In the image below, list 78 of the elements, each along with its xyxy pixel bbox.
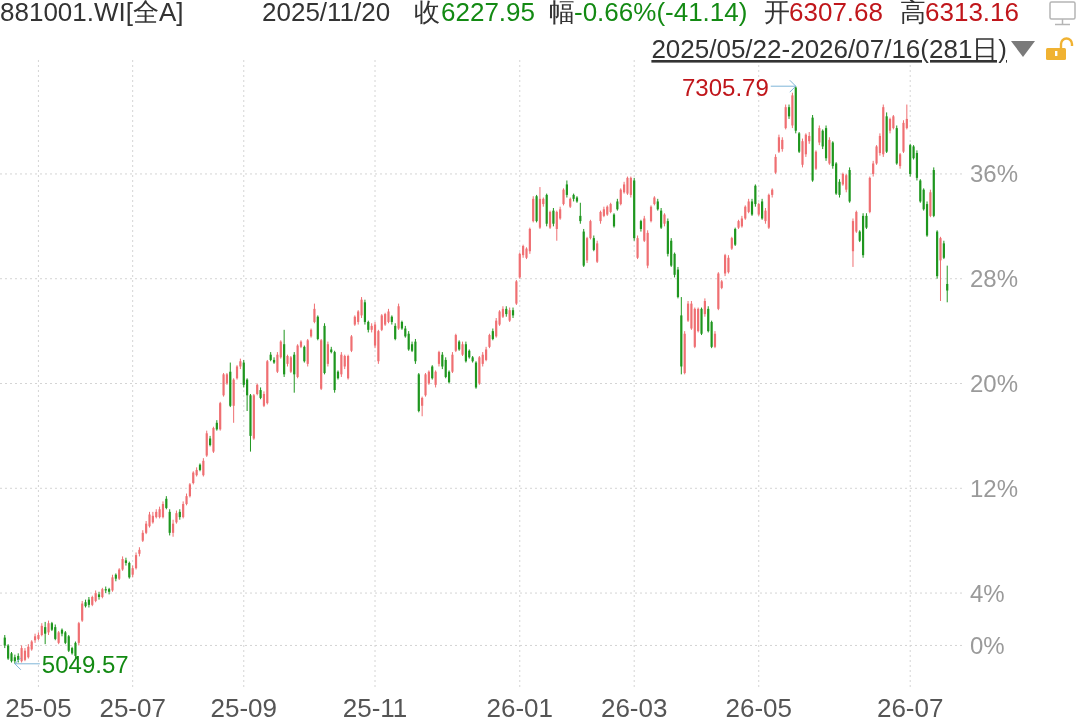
candlestick — [326, 341, 329, 367]
candlestick — [942, 240, 945, 260]
y-tick-label: 20% — [970, 370, 1019, 398]
candlestick — [596, 240, 599, 264]
x-tick-label: 26-03 — [600, 693, 668, 722]
candlestick — [532, 195, 535, 223]
candlestick — [168, 508, 171, 536]
candlestick — [212, 426, 215, 454]
candlestick — [845, 173, 848, 193]
candlestick — [414, 338, 417, 365]
candlestick — [629, 176, 632, 199]
text: -0.66%(-41.14) — [574, 0, 748, 27]
candlestick — [579, 202, 582, 225]
candlestick — [946, 265, 949, 303]
x-tick-label: 26-07 — [876, 693, 944, 722]
candlestick — [727, 254, 730, 274]
candlestick — [515, 279, 518, 306]
candlestick — [555, 210, 558, 242]
y-tick-label: 36% — [970, 160, 1019, 188]
text: 开 — [764, 0, 790, 27]
candlestick — [939, 236, 942, 302]
x-tick-label: 25-07 — [99, 693, 166, 722]
candlestick — [205, 430, 208, 458]
x-tick-label: 25-05 — [5, 693, 72, 722]
candlestick — [552, 207, 555, 227]
candlestick — [798, 131, 801, 154]
candlestick — [77, 621, 80, 646]
candlestick — [929, 189, 932, 218]
candlestick — [919, 178, 922, 204]
candlestick — [306, 338, 309, 367]
candlestick — [454, 333, 457, 353]
candlestick — [511, 307, 515, 319]
annotation: 5049.57 — [41, 651, 129, 679]
candlestick — [390, 314, 393, 326]
text: 2025/11/20 — [262, 0, 391, 27]
annotation: 7305.79 — [682, 73, 769, 101]
candlestick — [313, 303, 316, 324]
candlestick — [818, 124, 821, 146]
text: 6307.68 — [789, 0, 883, 27]
candlestick — [643, 215, 646, 243]
candlestick — [548, 210, 552, 230]
candlestick — [397, 303, 400, 331]
candlestick — [421, 396, 424, 417]
chart-title: 881001.WI[全A] — [0, 0, 184, 27]
candlestick — [703, 297, 706, 318]
candlestick — [528, 227, 531, 255]
candlestick — [723, 253, 727, 277]
candlestick — [44, 621, 47, 645]
y-tick-label: 12% — [970, 474, 1019, 502]
candlestick — [828, 136, 831, 166]
y-tick-label: 28% — [970, 265, 1019, 293]
text: 幅 — [549, 0, 575, 27]
candlestick — [451, 351, 454, 374]
candlestick — [814, 149, 818, 171]
candlestick — [636, 235, 639, 260]
y-tick-label: 4% — [970, 579, 1005, 607]
candlestick — [784, 104, 787, 130]
text: 6313.16 — [925, 0, 1019, 27]
y-tick-label: 0% — [970, 631, 1005, 659]
candlestick — [761, 198, 764, 221]
x-tick-label: 26-05 — [725, 693, 792, 722]
candlestick — [774, 153, 777, 175]
candlestick — [347, 354, 350, 381]
candlestick — [272, 356, 276, 365]
candlestick — [424, 372, 427, 398]
annotation: 2025/05/22-2026/07/16(281日) — [651, 34, 1007, 64]
x-tick-label: 25-09 — [210, 693, 277, 722]
candlestick — [707, 305, 710, 333]
candlestick — [81, 600, 84, 623]
x-tick-label: 26-01 — [486, 693, 554, 722]
text: 收 — [414, 0, 440, 27]
candlestick — [222, 372, 225, 398]
x-tick-label: 25-11 — [342, 693, 408, 722]
candlestick — [316, 314, 319, 341]
text: 6227.95 — [441, 0, 535, 27]
candlestick — [626, 176, 629, 196]
candlestick — [363, 299, 367, 326]
candlestick — [734, 227, 737, 247]
